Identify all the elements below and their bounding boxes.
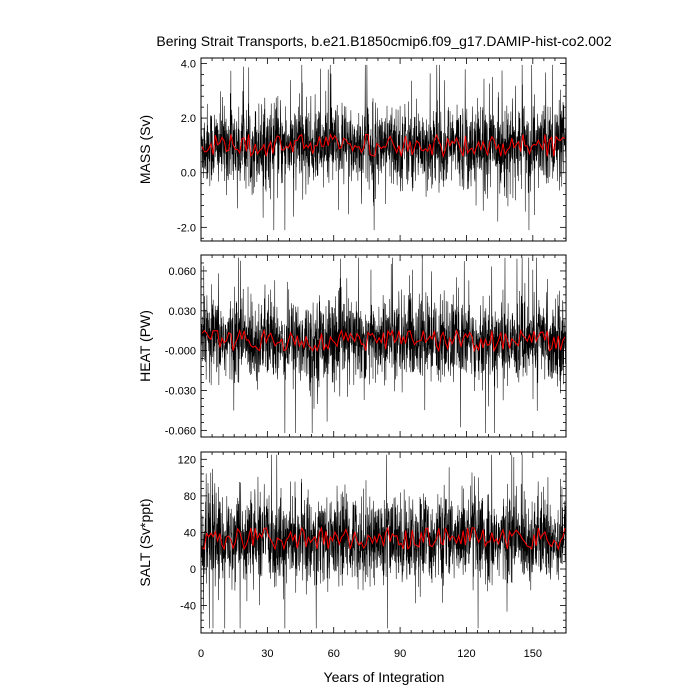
monthly-series-line	[201, 257, 566, 434]
y-tick-label: 80	[184, 491, 196, 503]
panels: -2.0 0.0 2.0 4.0 MASS (Sv) -0.060 -0.030 -0.000…	[137, 57, 567, 660]
x-tick-label: 30	[261, 648, 273, 660]
annual-mean-line	[201, 328, 566, 353]
y-tick-label: 2.0	[181, 113, 196, 125]
y-tick-label: 0.060	[168, 266, 196, 278]
x-tick-label: 90	[394, 648, 406, 660]
x-axis-title: Years of Integration	[324, 669, 445, 685]
x-tick-label: 60	[328, 648, 340, 660]
y-axis-title: MASS (Sv)	[137, 115, 153, 184]
y-axis-title: HEAT (PW)	[137, 310, 153, 382]
y-tick-label: 0.0	[181, 168, 196, 180]
plot-frame	[200, 451, 567, 634]
y-tick-label: -0.060	[165, 425, 196, 437]
y-tick-label: 120	[178, 454, 196, 466]
chart-title: Bering Strait Transports, b.e21.B1850cmi…	[156, 33, 611, 49]
x-tick-label: 120	[457, 648, 475, 660]
panel-3: 0 30 60 90 120 150 -40 0 40 80 120 SALT (Sv*ppt)	[137, 451, 567, 660]
y-axis-title: SALT (Sv*ppt)	[137, 498, 153, 586]
x-tick-label: 0	[198, 648, 204, 660]
y-tick-label: 4.0	[181, 58, 196, 70]
plot-frame	[200, 254, 567, 438]
y-tick-label: -40	[180, 601, 196, 613]
annual-mean-line	[201, 132, 566, 159]
y-tick-label: 0	[190, 564, 196, 576]
annual-mean-line	[201, 526, 566, 551]
monthly-series-line	[201, 454, 566, 629]
panel-2: -0.060 -0.030 -0.000 0.030 0.060 HEAT (PW)	[137, 254, 567, 438]
x-tick-label: 150	[524, 648, 542, 660]
y-tick-label: 0.030	[168, 306, 196, 318]
y-tick-label: -2.0	[177, 222, 196, 234]
panel-1: -2.0 0.0 2.0 4.0 MASS (Sv)	[137, 57, 567, 242]
plot-frame	[200, 57, 567, 242]
y-tick-label: -0.000	[165, 346, 196, 358]
y-tick-label: -0.030	[165, 386, 196, 398]
y-tick-label: 40	[184, 527, 196, 539]
